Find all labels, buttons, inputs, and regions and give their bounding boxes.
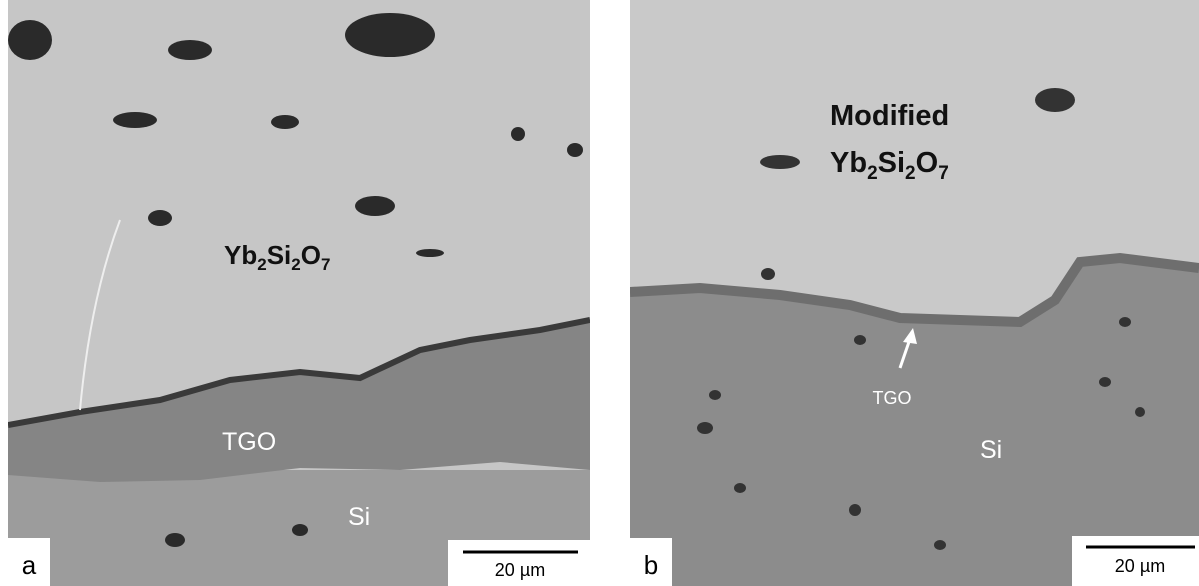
scale-label: 20 µm <box>495 560 545 580</box>
label-sub: 7 <box>938 163 949 184</box>
label-part: Yb <box>830 147 867 179</box>
substrate-label: Si <box>980 436 1002 464</box>
label-part: Yb <box>224 240 257 270</box>
label-sub: 2 <box>905 163 916 184</box>
tgo-label: TGO <box>222 428 276 456</box>
figure: Yb2Si2O7 TGO Si a 20 µm Modified Yb2Si2O… <box>0 0 1199 586</box>
coating-label: Yb2Si2O7 <box>224 240 330 274</box>
panel-b: Modified Yb2Si2O7 TGO Si b 20 µm <box>630 0 1199 586</box>
panel-letter: b <box>644 550 658 580</box>
label-part: Si <box>267 240 292 270</box>
label-part: Si <box>878 147 905 179</box>
substrate-label: Si <box>348 503 370 531</box>
panel-a: Yb2Si2O7 TGO Si a 20 µm <box>8 0 590 586</box>
coating-prefix: Modified <box>830 100 949 132</box>
tgo-label: TGO <box>873 388 912 408</box>
label-sub: 2 <box>257 255 266 274</box>
label-part: O <box>916 147 939 179</box>
label-sub: 2 <box>291 255 300 274</box>
coating-label: Yb2Si2O7 <box>830 147 949 184</box>
label-sub: 7 <box>321 255 330 274</box>
panel-letter: a <box>22 550 37 580</box>
label-part: O <box>301 240 321 270</box>
scale-label: 20 µm <box>1115 556 1165 576</box>
label-sub: 2 <box>867 163 878 184</box>
